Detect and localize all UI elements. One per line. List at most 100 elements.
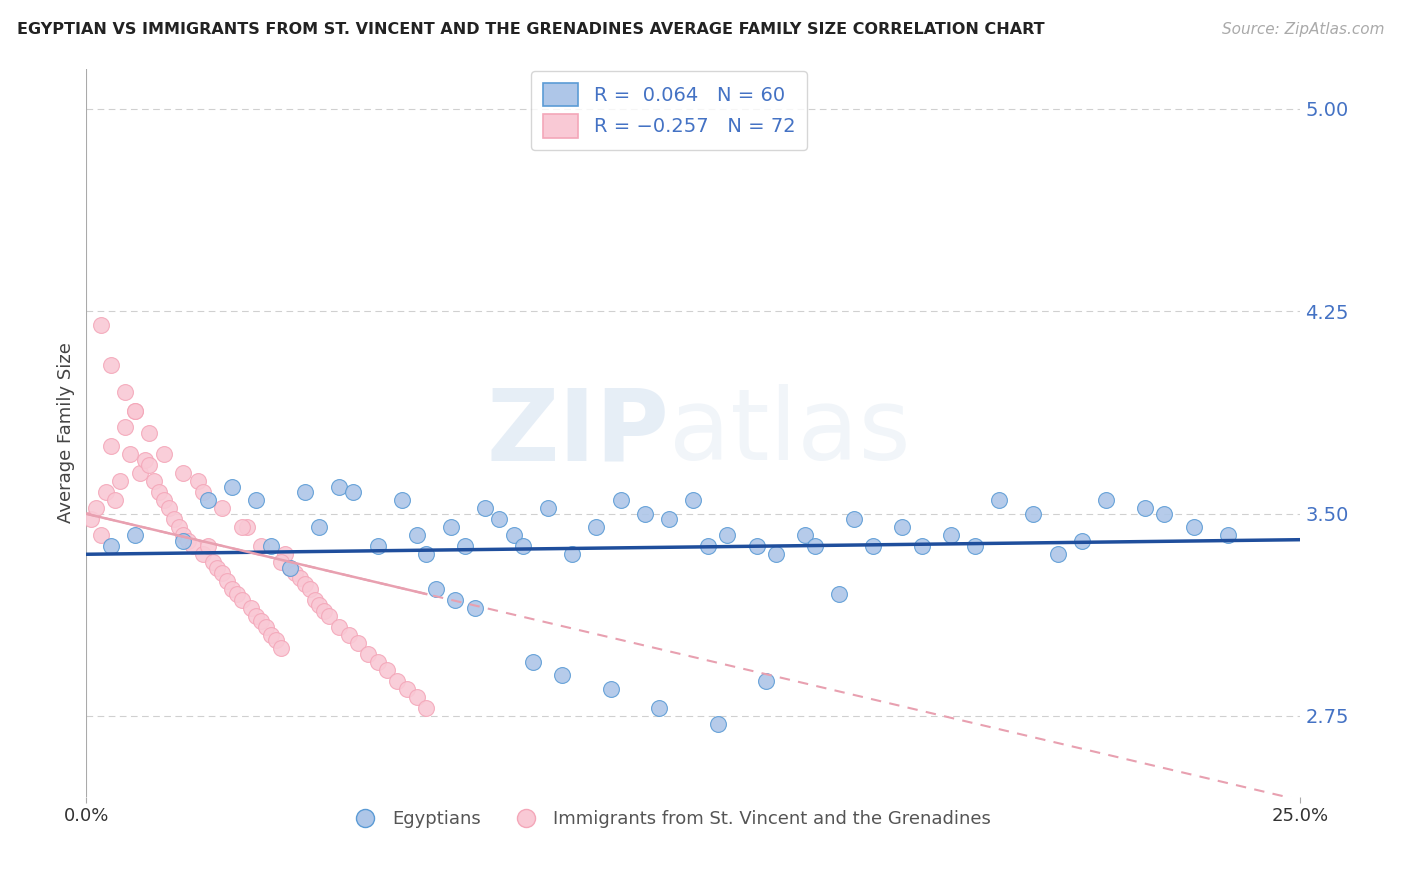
Point xyxy=(172,466,194,480)
Point xyxy=(755,673,778,688)
Text: ZIP: ZIP xyxy=(486,384,669,481)
Point xyxy=(697,539,720,553)
Text: EGYPTIAN VS IMMIGRANTS FROM ST. VINCENT AND THE GRENADINES AVERAGE FAMILY SIZE C: EGYPTIAN VS IMMIGRANTS FROM ST. VINCENT … xyxy=(17,22,1045,37)
Point xyxy=(1046,547,1069,561)
Point xyxy=(444,593,467,607)
Point xyxy=(90,318,112,332)
Point xyxy=(658,512,681,526)
Point xyxy=(891,520,914,534)
Point xyxy=(197,493,219,508)
Point xyxy=(114,420,136,434)
Point xyxy=(308,520,330,534)
Point xyxy=(148,485,170,500)
Point xyxy=(278,560,301,574)
Point xyxy=(1095,493,1118,508)
Point xyxy=(328,480,350,494)
Point xyxy=(231,593,253,607)
Point xyxy=(405,690,427,704)
Point xyxy=(260,539,283,553)
Point xyxy=(211,501,233,516)
Point xyxy=(988,493,1011,508)
Point xyxy=(1070,533,1092,548)
Point xyxy=(415,547,437,561)
Point xyxy=(172,533,194,548)
Point xyxy=(124,404,146,418)
Point xyxy=(939,528,962,542)
Point xyxy=(474,501,496,516)
Point xyxy=(425,582,447,596)
Point xyxy=(278,560,301,574)
Point xyxy=(90,528,112,542)
Point xyxy=(804,539,827,553)
Point xyxy=(100,539,122,553)
Point xyxy=(862,539,884,553)
Point xyxy=(337,628,360,642)
Point xyxy=(191,485,214,500)
Point xyxy=(342,485,364,500)
Point xyxy=(318,609,340,624)
Point xyxy=(100,439,122,453)
Point xyxy=(240,601,263,615)
Point xyxy=(745,539,768,553)
Point xyxy=(211,566,233,580)
Point xyxy=(84,501,107,516)
Point xyxy=(134,452,156,467)
Point xyxy=(153,493,176,508)
Point xyxy=(328,620,350,634)
Point xyxy=(80,512,103,526)
Point xyxy=(250,615,273,629)
Point xyxy=(254,620,277,634)
Point xyxy=(124,528,146,542)
Point xyxy=(128,466,150,480)
Point xyxy=(965,539,987,553)
Point xyxy=(716,528,738,542)
Point xyxy=(439,520,461,534)
Point xyxy=(599,681,621,696)
Point xyxy=(260,628,283,642)
Point xyxy=(648,700,671,714)
Point xyxy=(264,633,287,648)
Point xyxy=(1182,520,1205,534)
Point xyxy=(187,474,209,488)
Point xyxy=(201,555,224,569)
Point xyxy=(172,528,194,542)
Legend: Egyptians, Immigrants from St. Vincent and the Grenadines: Egyptians, Immigrants from St. Vincent a… xyxy=(340,803,998,835)
Point xyxy=(274,547,297,561)
Point xyxy=(488,512,510,526)
Point xyxy=(367,539,389,553)
Point xyxy=(181,539,204,553)
Point xyxy=(314,604,336,618)
Point xyxy=(197,539,219,553)
Point xyxy=(94,485,117,500)
Point xyxy=(294,485,316,500)
Point xyxy=(706,717,728,731)
Point xyxy=(177,533,200,548)
Point xyxy=(104,493,127,508)
Point xyxy=(124,404,146,418)
Point xyxy=(118,447,141,461)
Point xyxy=(138,458,160,472)
Point xyxy=(395,681,418,696)
Text: Source: ZipAtlas.com: Source: ZipAtlas.com xyxy=(1222,22,1385,37)
Point xyxy=(551,668,574,682)
Point xyxy=(464,601,486,615)
Point xyxy=(415,700,437,714)
Point xyxy=(245,493,267,508)
Point xyxy=(522,655,544,669)
Point xyxy=(1022,507,1045,521)
Point xyxy=(308,599,330,613)
Point xyxy=(634,507,657,521)
Point xyxy=(217,574,239,588)
Point xyxy=(191,547,214,561)
Point xyxy=(405,528,427,542)
Point xyxy=(284,566,307,580)
Point xyxy=(1133,501,1156,516)
Point xyxy=(100,358,122,372)
Point xyxy=(347,636,370,650)
Point xyxy=(207,560,229,574)
Point xyxy=(537,501,560,516)
Point xyxy=(828,587,851,601)
Point xyxy=(138,425,160,440)
Point xyxy=(512,539,534,553)
Point xyxy=(250,539,273,553)
